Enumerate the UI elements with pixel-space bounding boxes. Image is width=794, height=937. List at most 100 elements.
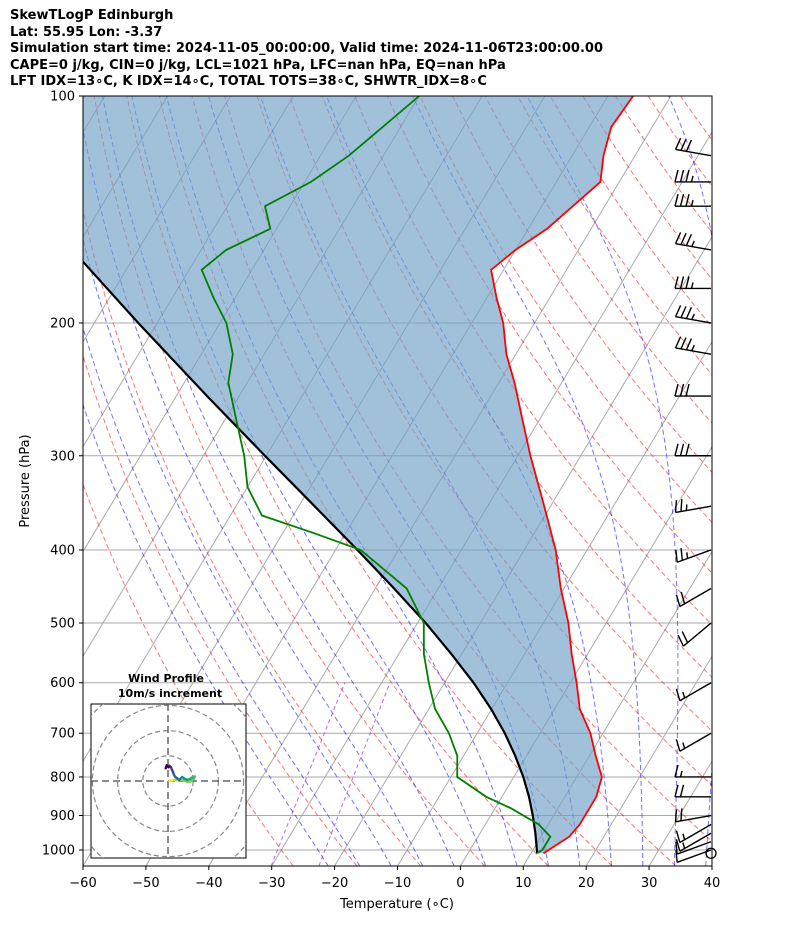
isotherm-line [711,865,712,866]
moist-adiabat [83,326,361,866]
wind-barb-flag [675,739,681,752]
x-tick-label: −50 [132,876,159,891]
chart-title-block: SkewTLogP Edinburgh Lat: 55.95 Lon: -3.3… [10,8,603,91]
wind-barb-flag [674,169,679,183]
x-tick-label: −10 [384,876,411,891]
moist-adiabat [131,96,487,866]
wind-barb-half-flag [682,833,686,840]
wind-barb-flag [674,809,678,822]
calm-wind-circle [705,847,717,859]
wind-barb-half-flag [686,552,689,559]
isotherm-line [648,760,712,866]
dry-adiabat [713,96,794,866]
wind-barb [674,443,711,457]
profile-lines [83,96,634,855]
wind-barb [674,137,712,157]
wind-barb-flag [679,194,685,207]
isotherm-line [522,550,712,866]
wind-barb [675,587,712,608]
dry-adiabat [615,96,712,234]
wind-barb-flag [685,194,690,207]
dry-adiabat [582,96,712,281]
wind-barb-flag [674,305,682,318]
wind-barb-staff [679,682,712,702]
isotherm-line [585,655,712,866]
axes: −60 −50 −40 −30 −20 −10 0 10 20 30 40 100 200 300 400 5… [42,90,720,892]
wind-barb-flag [675,839,681,852]
wind-barb-flag [680,306,687,318]
wind-barb-flag [680,548,684,561]
wind-barb-flag [685,307,693,319]
dry-adiabat [126,96,549,866]
wind-barb-flag [685,443,690,456]
dewpoint-line [200,96,552,855]
wind-barb-flag [674,336,682,349]
moist-adiabat [737,96,794,866]
wind-barb-flag [674,443,679,456]
wind-barb-flag [685,169,690,183]
wind-barb-half-flag [690,200,694,207]
moist-adiabat [668,96,712,866]
y-tick-label: 600 [50,676,75,691]
wind-barb [674,808,712,823]
wind-barb-flag [679,276,685,289]
wind-barb-flag [685,233,693,246]
x-tick-label: 10 [515,876,532,891]
wind-barb-half-flag [682,742,686,749]
wind-barb [674,784,711,798]
wind-barb [674,305,712,324]
wind-barb-flag [685,139,693,152]
isotherm-line [334,236,712,866]
wind-barb-flag [674,276,679,289]
wind-barb-flag [674,500,678,513]
mixing-ratio-line [318,682,391,866]
temperature-line [490,96,634,855]
wind-barb-flag [679,169,685,183]
wind-barb-flag [680,337,687,350]
wind-barb-half-flag [691,240,695,247]
wind-barb [675,732,712,752]
hodograph-segment [164,764,168,770]
x-tick-label: 0 [456,876,464,891]
wind-barb [674,194,711,207]
parcel-profile-line [83,260,539,854]
dry-adiabat [419,96,712,524]
wind-barb-flag [680,591,686,604]
y-tick-label: 1000 [42,844,75,859]
wind-barb-staff [675,148,712,157]
moist-adiabat [83,125,424,866]
y-tick-label: 700 [50,727,75,742]
wind-barb-flag [674,194,679,207]
y-tick-label: 500 [50,617,75,632]
wind-barb-staff [676,849,712,863]
chart-title-line-5: LFT IDX=13∘C, K IDX=14∘C, TOTAL TOTS=38∘… [10,74,487,90]
mixing-ratio-line [270,682,346,866]
wind-barb-flag [677,634,685,647]
wind-barb-flag [681,631,689,643]
wind-barb [674,276,711,290]
dry-adiabat [83,354,358,866]
hodograph-title: Wind Profile [128,672,204,685]
wind-barb-staff [676,841,712,855]
x-tick-label: −30 [258,876,285,891]
wind-barb-flag [675,830,681,843]
wind-barb-half-flag [690,175,694,183]
wind-barb-flag [685,338,693,351]
y-tick-label: 100 [50,90,75,105]
wind-barb-staff [679,823,712,844]
wind-barb-half-flag [679,770,683,778]
wind-barb [674,764,711,778]
wind-barb [677,622,712,647]
wind-barb-flag [674,764,679,778]
wind-barb [674,169,711,183]
wind-barb [675,823,712,844]
wind-barb-flag [675,849,678,863]
wind-barb [675,849,712,863]
y-tick-label: 300 [50,449,75,464]
wind-barb-half-flag [682,691,686,699]
wind-barb-flag [680,808,683,821]
hodograph-subtitle: 10m/s increment [118,687,222,700]
wind-barb-flag [674,383,679,397]
wind-barb [675,841,712,855]
wind-barb-flag [675,688,681,701]
